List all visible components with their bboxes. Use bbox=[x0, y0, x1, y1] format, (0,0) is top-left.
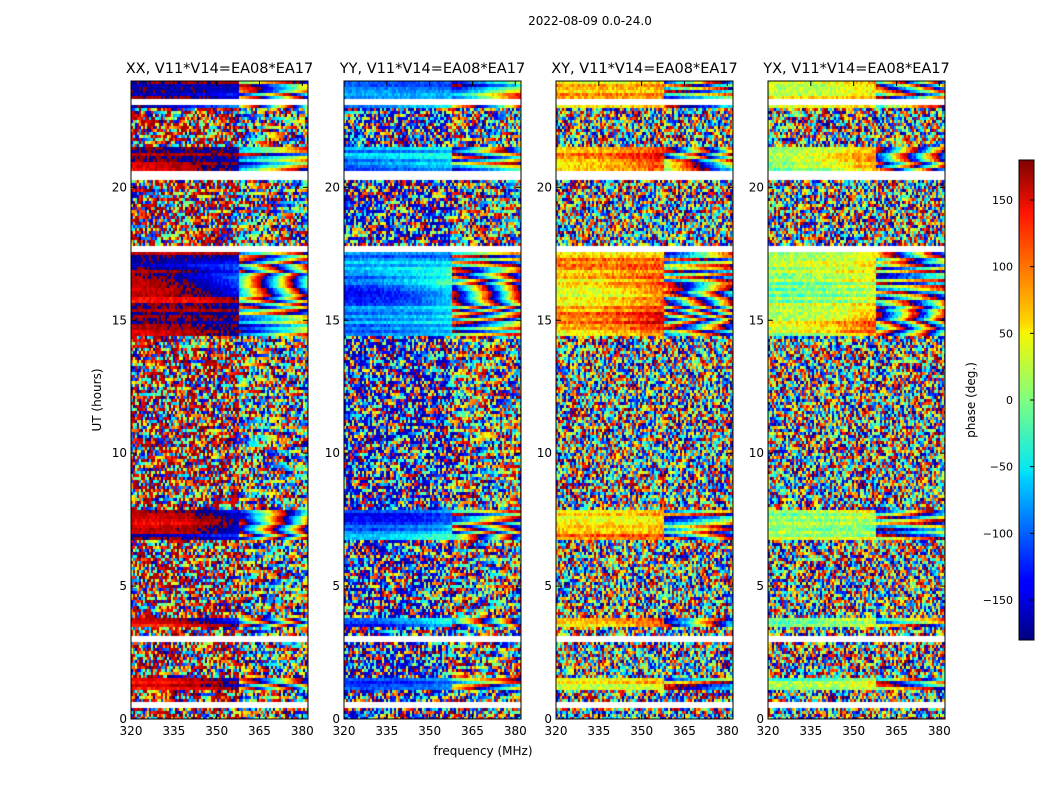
panel-0: XX, V11*V14=EA08*EA17 320 335 350 365 380 0 5 10… bbox=[112, 61, 314, 738]
y-tick-label: 10 bbox=[537, 446, 552, 460]
x-axis-label: frequency (MHz) bbox=[433, 744, 532, 758]
x-tick-label: 335 bbox=[162, 724, 185, 738]
heatmap-image bbox=[768, 81, 945, 719]
y-tick-label: 15 bbox=[749, 313, 764, 327]
heatmap-image bbox=[344, 81, 521, 719]
y-tick-label: 20 bbox=[112, 180, 127, 194]
colorbar-tick-label: −150 bbox=[983, 594, 1013, 607]
panel-title: YY, V11*V14=EA08*EA17 bbox=[339, 61, 525, 77]
colorbar-tick-label: 50 bbox=[999, 327, 1013, 340]
x-tick-label: 365 bbox=[248, 724, 271, 738]
y-tick-label: 10 bbox=[749, 446, 764, 460]
x-tick-label: 335 bbox=[375, 724, 398, 738]
colorbar-tick-label: 100 bbox=[992, 261, 1013, 274]
y-tick-label: 0 bbox=[119, 712, 127, 726]
plot-frame bbox=[130, 80, 309, 720]
colorbar-tick-label: −100 bbox=[983, 527, 1013, 540]
y-tick-label: 20 bbox=[325, 180, 340, 194]
y-tick-label: 0 bbox=[544, 712, 552, 726]
panel-title: XX, V11*V14=EA08*EA17 bbox=[126, 61, 314, 77]
heatmap-image bbox=[556, 81, 733, 719]
x-tick-label: 380 bbox=[716, 724, 739, 738]
panel-2: XY, V11*V14=EA08*EA17 320 335 350 365 380 0 5 10… bbox=[537, 61, 739, 738]
y-tick-label: 5 bbox=[544, 579, 552, 593]
plot-frame bbox=[767, 80, 946, 720]
y-tick-label: 5 bbox=[332, 579, 340, 593]
x-tick-label: 350 bbox=[418, 724, 441, 738]
colorbar-tick-label: 150 bbox=[992, 194, 1013, 207]
y-tick-label: 15 bbox=[537, 313, 552, 327]
colorbar-label: phase (deg.) bbox=[964, 362, 978, 438]
x-tick-label: 350 bbox=[842, 724, 865, 738]
y-tick-label: 10 bbox=[325, 446, 340, 460]
x-tick-label: 350 bbox=[630, 724, 653, 738]
y-tick-label: 5 bbox=[756, 579, 764, 593]
x-tick-label: 350 bbox=[205, 724, 228, 738]
colorbar-tick-label: −50 bbox=[990, 461, 1013, 474]
panel-3: YX, V11*V14=EA08*EA17 320 335 350 365 380 0 5 10… bbox=[749, 61, 951, 738]
y-tick-label: 20 bbox=[537, 180, 552, 194]
x-tick-label: 380 bbox=[291, 724, 314, 738]
y-tick-label: 5 bbox=[119, 579, 127, 593]
x-tick-label: 320 bbox=[120, 724, 143, 738]
colorbar-tick-label: 0 bbox=[1006, 394, 1013, 407]
figure-title: 2022-08-09 0.0-24.0 bbox=[528, 14, 652, 28]
x-tick-label: 380 bbox=[504, 724, 527, 738]
heatmap-image bbox=[131, 81, 308, 719]
y-tick-label: 20 bbox=[749, 180, 764, 194]
y-tick-label: 10 bbox=[112, 446, 127, 460]
panel-1: YY, V11*V14=EA08*EA17 320 335 350 365 380 0 5 10… bbox=[325, 61, 527, 738]
x-tick-label: 365 bbox=[673, 724, 696, 738]
panel-title: YX, V11*V14=EA08*EA17 bbox=[762, 61, 949, 77]
y-tick-label: 15 bbox=[325, 313, 340, 327]
x-tick-label: 335 bbox=[799, 724, 822, 738]
y-tick-label: 0 bbox=[756, 712, 764, 726]
y-axis-label: UT (hours) bbox=[90, 368, 104, 431]
x-tick-label: 380 bbox=[928, 724, 951, 738]
x-tick-label: 365 bbox=[461, 724, 484, 738]
plot-frame bbox=[343, 80, 522, 720]
x-tick-label: 335 bbox=[587, 724, 610, 738]
x-tick-label: 365 bbox=[885, 724, 908, 738]
y-tick-label: 0 bbox=[332, 712, 340, 726]
x-tick-label: 320 bbox=[545, 724, 568, 738]
x-tick-label: 320 bbox=[757, 724, 780, 738]
panel-title: XY, V11*V14=EA08*EA17 bbox=[551, 61, 737, 77]
x-tick-label: 320 bbox=[333, 724, 356, 738]
y-tick-label: 15 bbox=[112, 313, 127, 327]
plot-frame bbox=[555, 80, 734, 720]
